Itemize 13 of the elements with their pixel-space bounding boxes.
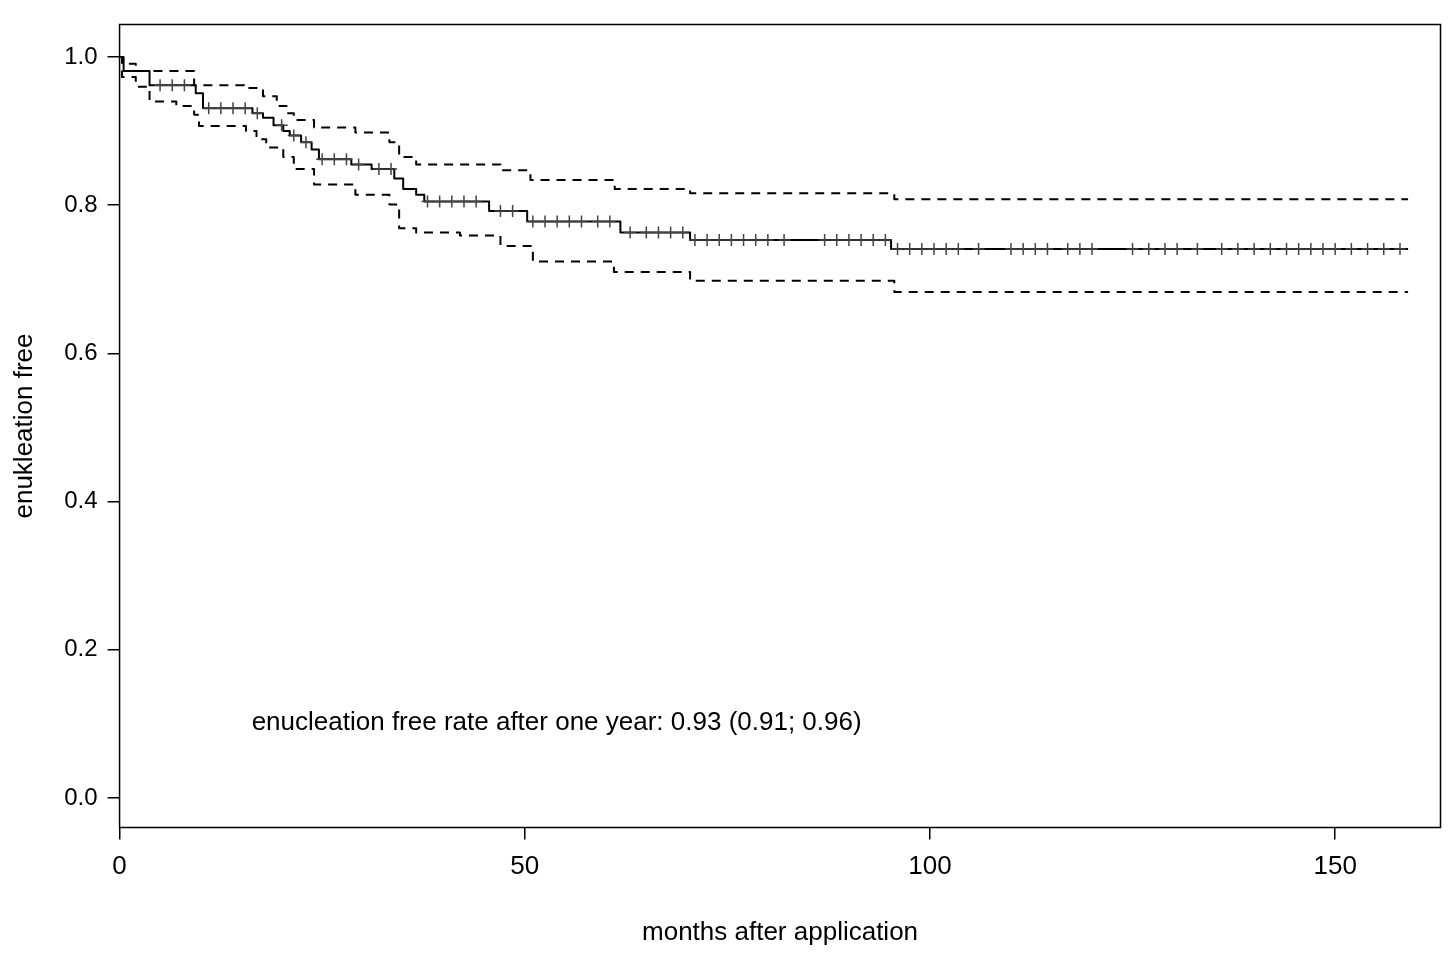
y-tick-label: 0.0 [64,782,98,810]
x-tick-label: 0 [112,850,127,881]
x-tick-label: 100 [908,850,952,881]
y-tick-label: 0.4 [64,486,98,514]
y-tick-label: 0.2 [64,634,98,662]
x-axis-title: months after application [642,915,919,946]
y-tick-label: 0.6 [64,338,98,366]
y-tick-label: 0.8 [64,189,98,217]
x-tick-label: 150 [1313,850,1357,881]
x-tick-label: 50 [510,850,540,881]
annotation: enucleation free rate after one year: 0.93 (0.91; 0.96) [251,706,862,737]
y-tick-label: 1.0 [64,41,98,69]
y-axis-title: enukleation free [7,333,38,519]
